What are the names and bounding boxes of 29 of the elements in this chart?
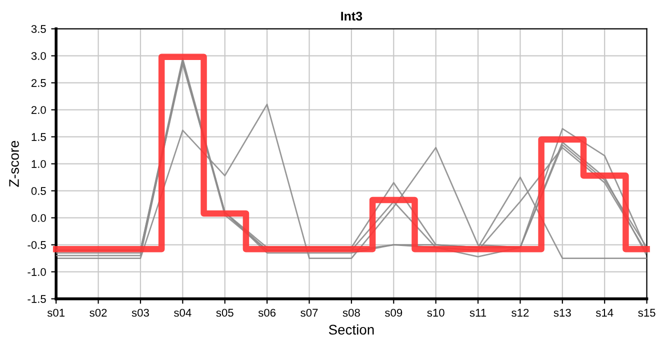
x-tick-label: s11 — [470, 308, 486, 317]
x-tick-label: s02 — [90, 308, 107, 317]
x-tick-label: s04 — [174, 308, 192, 317]
x-tick-label: s12 — [512, 308, 529, 317]
x-tick-label: s09 — [384, 308, 402, 317]
x-tick-label: s06 — [258, 308, 276, 317]
x-tick-label: s10 — [427, 308, 444, 317]
y-tick-label: -0.5 — [28, 241, 46, 249]
x-tick-label: s07 — [300, 308, 318, 317]
y-tick-label: 0.0 — [31, 214, 46, 222]
chart-title: Int3 — [341, 12, 362, 21]
x-tick-label: s01 — [47, 308, 65, 317]
x-tick-label: s15 — [638, 308, 656, 317]
y-axis-title: Z-score — [9, 140, 19, 187]
x-tick-label: s03 — [132, 308, 149, 317]
y-tick-label: 2.5 — [31, 79, 46, 87]
x-tick-label: s14 — [596, 308, 614, 317]
x-tick-label: s08 — [342, 308, 360, 317]
y-tick-label: -1.0 — [28, 268, 46, 276]
y-tick-label: 2.0 — [31, 106, 46, 114]
y-tick-label: 3.5 — [31, 25, 46, 33]
x-tick-label: s05 — [216, 308, 234, 317]
y-tick-label: 3.0 — [31, 52, 46, 60]
y-tick-label: -1.5 — [28, 295, 46, 303]
y-tick-label: 0.5 — [31, 187, 46, 195]
y-tick-label: 1.0 — [32, 160, 46, 168]
x-axis-title: Section — [328, 324, 374, 335]
y-tick-label: 1.5 — [32, 133, 46, 141]
x-tick-label: s13 — [554, 308, 571, 317]
